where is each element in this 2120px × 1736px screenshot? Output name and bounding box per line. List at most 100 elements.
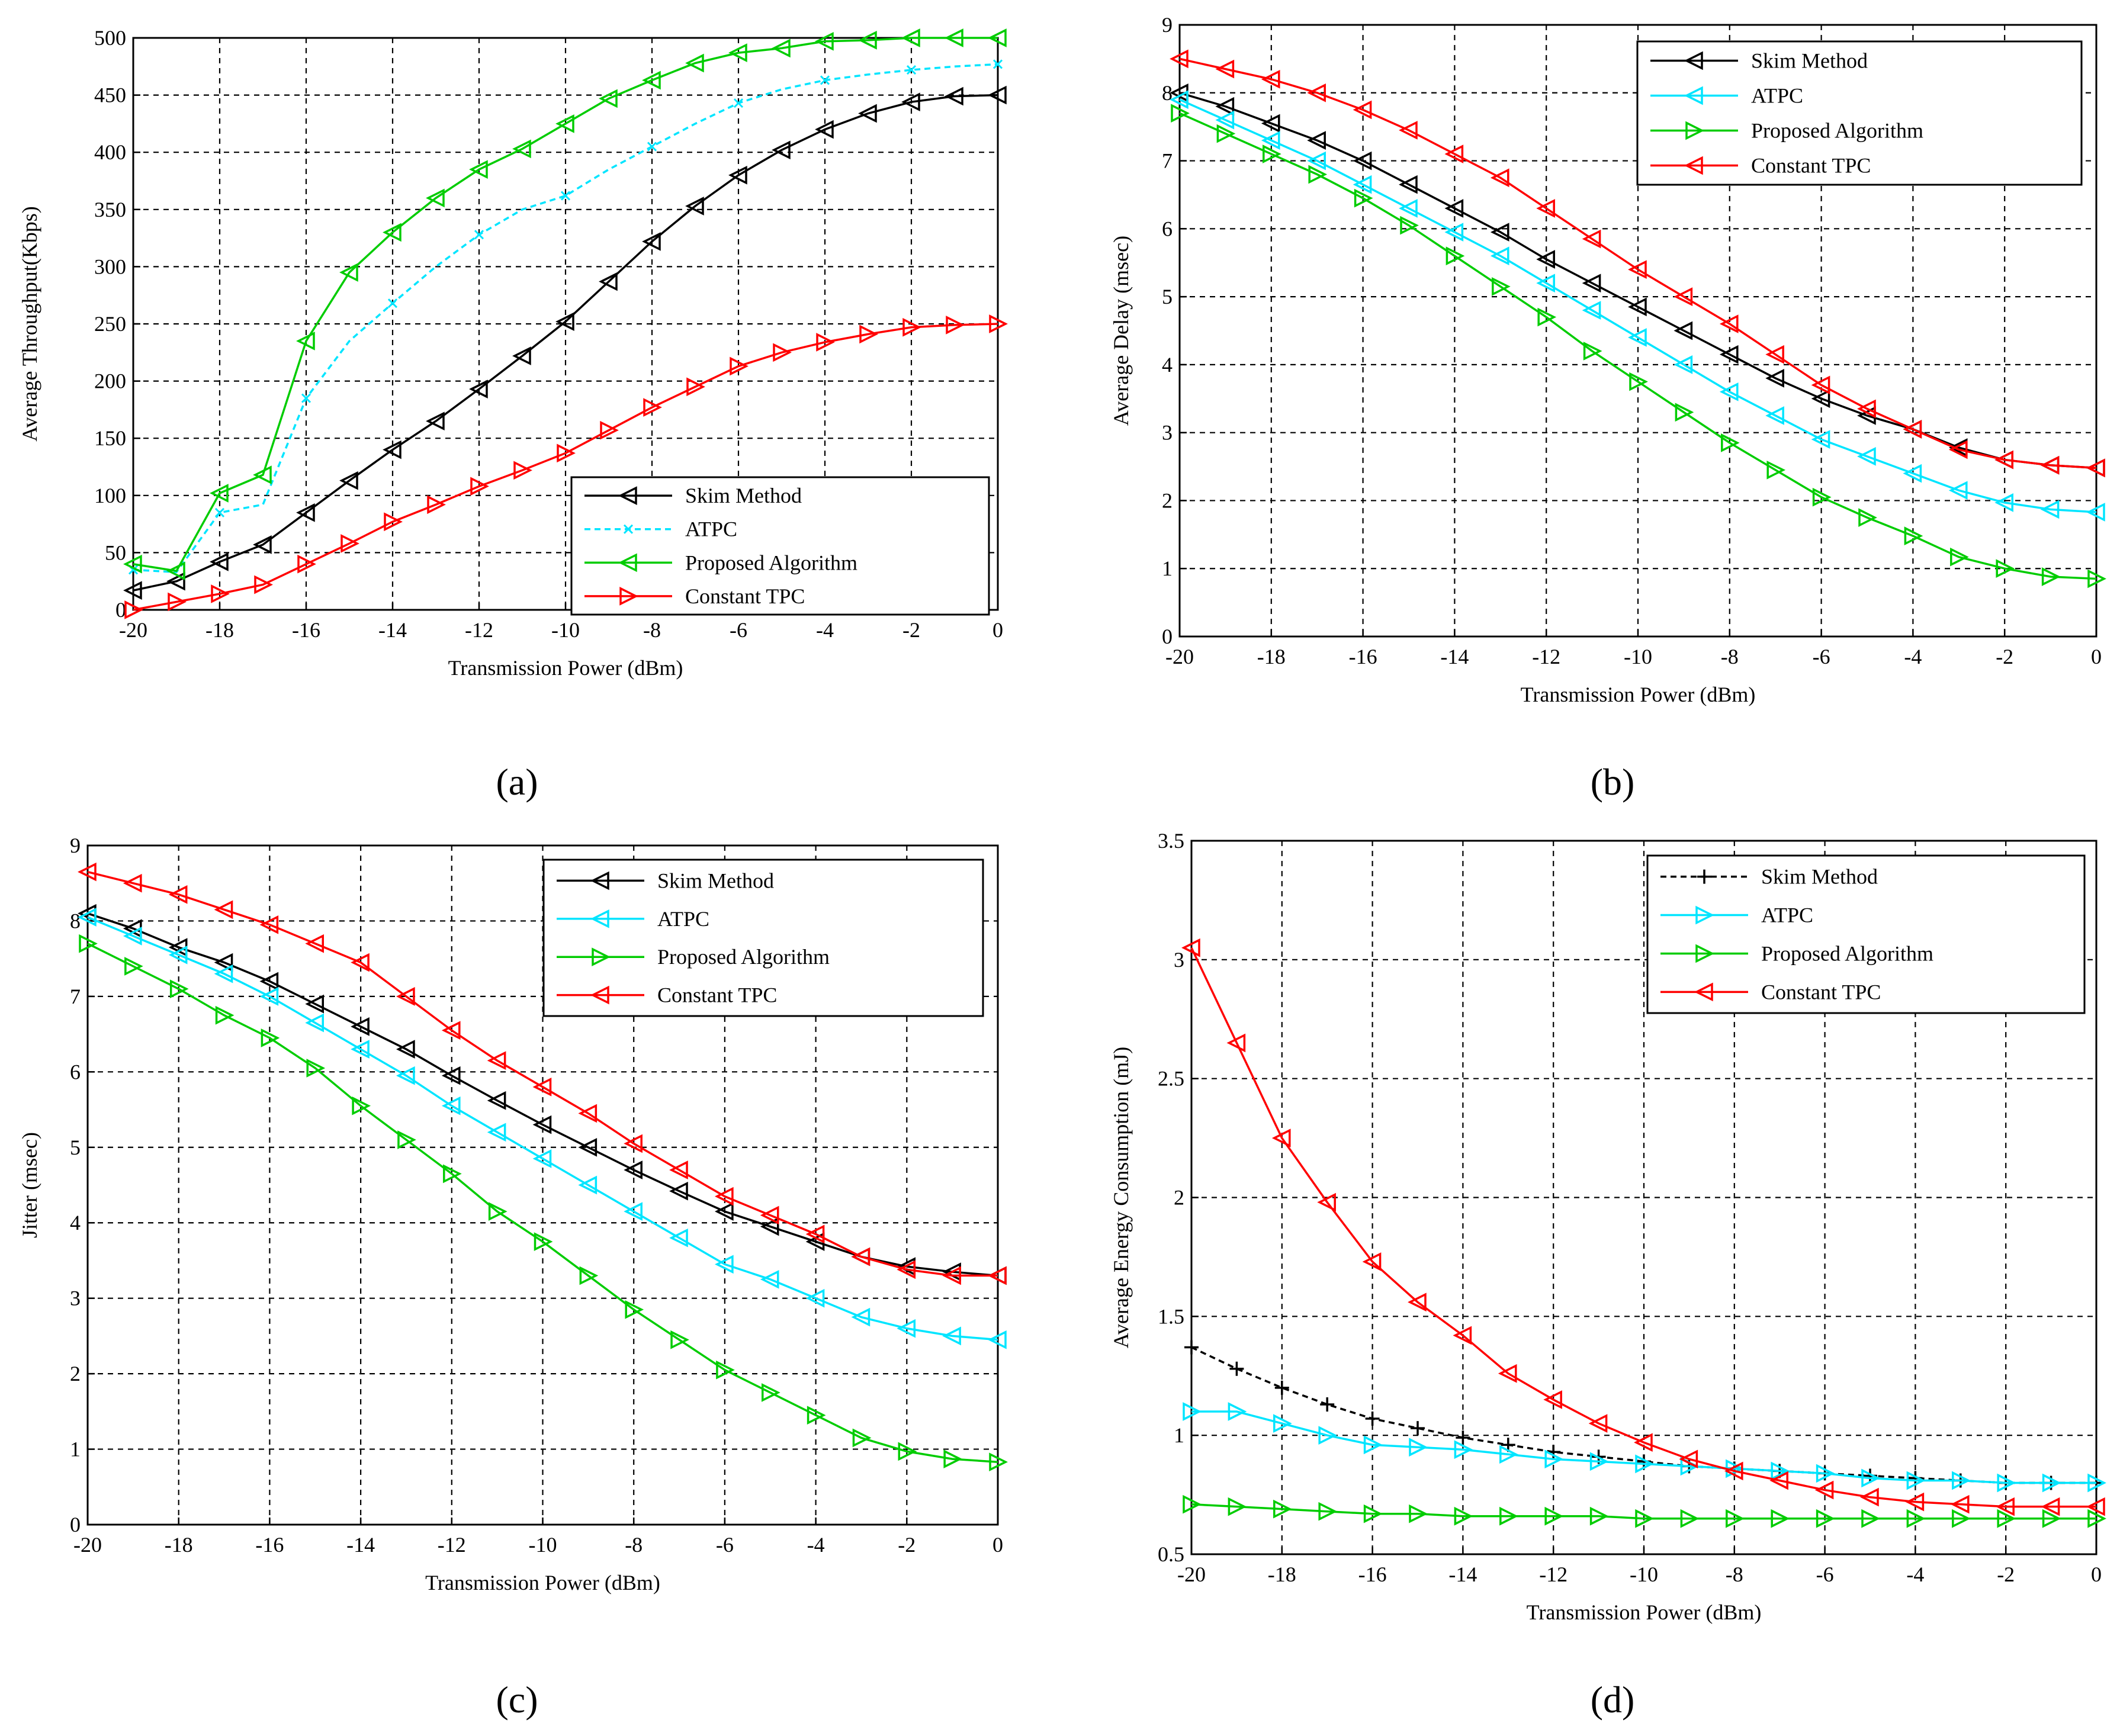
data-point-proposed-algorithm (1400, 216, 1419, 235)
y-axis-label: Jitter (msec) (18, 1132, 41, 1238)
x-tick-label: -2 (898, 1533, 916, 1557)
series-atpc (1170, 90, 2105, 522)
data-point-proposed-algorithm (685, 53, 704, 73)
data-point-constant-tpc (1765, 345, 1784, 364)
x-tick-label: -18 (205, 618, 234, 642)
y-tick-label: 0 (70, 1513, 81, 1536)
data-point-proposed-algorithm (1675, 403, 1694, 422)
panel-label-a: (a) (496, 761, 538, 803)
x-tick-label: -2 (1997, 1563, 2015, 1586)
data-point-skim-method (1456, 1430, 1470, 1445)
data-point-proposed-algorithm (169, 979, 189, 998)
data-point-proposed-algorithm (898, 1442, 917, 1461)
series-proposed-algorithm (1171, 104, 2106, 589)
data-point-proposed-algorithm (306, 1059, 326, 1078)
data-point-constant-tpc (1996, 1497, 2015, 1516)
data-point-atpc (1673, 355, 1693, 374)
data-point-proposed-algorithm (1409, 1504, 1428, 1523)
x-tick-label: -6 (730, 618, 747, 642)
y-tick-label: 0 (1162, 625, 1173, 648)
x-tick-label: -8 (625, 1533, 643, 1557)
legend-label-proposed-algorithm: Proposed Algorithm (1751, 119, 1923, 143)
data-point-atpc (805, 1288, 825, 1308)
data-point-proposed-algorithm (762, 1383, 780, 1402)
chart-c: -20 -18 -16 -14 -12 -10 -8 -6 -4 -2 00123456789Tra… (18, 834, 1008, 1594)
data-point-proposed-algorithm (1583, 342, 1602, 361)
data-point-skim-method (305, 994, 324, 1014)
data-point-atpc (1363, 1435, 1383, 1455)
data-point-atpc (2042, 1473, 2061, 1493)
x-tick-label: -12 (1532, 645, 1560, 668)
y-tick-label: 0.5 (1158, 1542, 1184, 1566)
data-point-atpc (1261, 131, 1280, 150)
data-point-constant-tpc (1490, 168, 1509, 188)
data-point-skim-method (599, 272, 618, 291)
data-point-atpc (560, 191, 571, 201)
x-tick-label: -12 (465, 618, 493, 642)
data-point-atpc (441, 1096, 461, 1115)
y-tick-label: 3.5 (1158, 829, 1184, 853)
data-point-proposed-algorithm (1858, 508, 1877, 527)
data-point-atpc (942, 1326, 961, 1346)
x-tick-label: -18 (165, 1533, 193, 1557)
data-point-atpc (2087, 1473, 2106, 1493)
data-point-constant-tpc (1307, 83, 1326, 102)
legend-label-proposed-algorithm: Proposed Algorithm (657, 945, 830, 969)
data-point-proposed-algorithm (1861, 1509, 1880, 1528)
chart-b: -20 -18 -16 -14 -12 -10 -8 -6 -4 -2 00123456789Tra… (1109, 13, 2106, 706)
data-point-skim-method (1229, 1361, 1244, 1376)
data-point-skim-method (945, 86, 963, 106)
legend-label-atpc: ATPC (1751, 83, 1803, 107)
data-point-proposed-algorithm (383, 223, 401, 242)
data-point-proposed-algorithm (1216, 124, 1236, 143)
data-point-constant-tpc (1679, 1449, 1698, 1469)
y-axis-label: Average Energy Consumption (mJ) (1109, 1047, 1133, 1349)
data-point-atpc (1903, 464, 1922, 483)
data-point-atpc (1811, 430, 1830, 449)
x-tick-label: 0 (2091, 1563, 2102, 1586)
data-point-proposed-algorithm (989, 1452, 1008, 1472)
data-point-proposed-algorithm (1544, 1506, 1564, 1526)
data-point-constant-tpc (1170, 49, 1189, 69)
data-point-constant-tpc (1634, 1433, 1653, 1452)
x-tick-label: -14 (346, 1533, 375, 1557)
data-point-proposed-algorithm (1589, 1506, 1609, 1526)
data-point-constant-tpc (254, 575, 273, 594)
data-point-atpc (733, 98, 744, 108)
data-point-skim-method (669, 1181, 688, 1201)
data-point-constant-tpc (211, 584, 230, 603)
y-tick-label: 200 (94, 369, 126, 393)
x-axis-label: Transmission Power (dBm) (425, 1571, 660, 1594)
data-point-atpc (669, 1228, 688, 1248)
data-point-atpc (1536, 274, 1555, 292)
legend-marker-proposed-algorithm (1685, 121, 1704, 140)
data-point-constant-tpc (1811, 375, 1830, 395)
legend-marker-atpc (623, 524, 634, 534)
series-line-skim-method (1179, 92, 2097, 470)
data-point-atpc (578, 1175, 598, 1195)
x-tick-label: -16 (255, 1533, 284, 1557)
data-point-atpc (259, 987, 279, 1006)
data-point-atpc (1948, 481, 1968, 500)
x-tick-label: 0 (992, 1533, 1003, 1557)
data-point-constant-tpc (1814, 1480, 1834, 1500)
data-point-skim-method (728, 166, 747, 185)
data-point-constant-tpc (1950, 1494, 1970, 1514)
legend: Skim Method ATPC Proposed Algorithm Constan… (1646, 854, 2086, 1014)
series-line-constant-tpc (133, 323, 998, 611)
data-point-proposed-algorithm (1629, 372, 1648, 391)
data-point-atpc (1994, 493, 2013, 512)
data-point-constant-tpc (427, 495, 446, 515)
data-point-constant-tpc (1536, 199, 1555, 218)
legend-marker-atpc (590, 909, 609, 928)
x-tick-label: -14 (1440, 645, 1469, 668)
series-line-proposed-algorithm (87, 943, 998, 1463)
data-point-skim-method (1353, 151, 1372, 171)
x-tick-label: -14 (1448, 1563, 1477, 1586)
data-point-proposed-algorithm (469, 160, 488, 179)
data-point-atpc (897, 1319, 916, 1338)
data-point-skim-method (624, 1160, 643, 1179)
data-point-skim-method (1444, 199, 1464, 218)
legend-label-skim-method: Skim Method (1761, 865, 1878, 889)
